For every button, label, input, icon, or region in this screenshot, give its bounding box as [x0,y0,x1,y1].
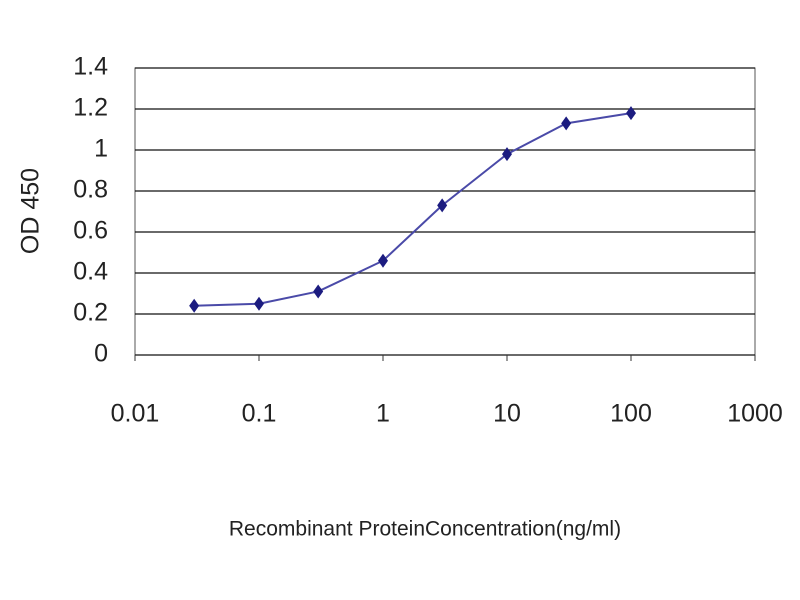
y-tick-label: 0.8 [73,176,108,204]
series-line [194,112,632,307]
x-tick-label: 0.1 [242,400,277,428]
data-point [561,116,572,131]
data-point [378,253,388,268]
y-tick-label: 0 [94,340,108,368]
x-tick-label: 100 [610,400,652,428]
plot-area [134,67,756,356]
y-tick-label: 1.2 [73,94,108,122]
data-point [313,284,324,299]
y-tick-label: 1.4 [73,53,108,81]
y-axis-label: OD 450 [17,168,45,254]
data-point [254,296,264,311]
y-tick-label: 0.6 [73,217,108,245]
data-point [626,106,636,121]
x-tick-label: 1 [376,400,390,428]
data-point [502,147,512,162]
y-tick-label: 0.2 [73,299,108,327]
x-axis-label: Recombinant ProteinConcentration(ng/ml) [229,518,621,541]
x-tick-label: 0.01 [111,400,160,428]
x-tick-label: 10 [493,400,521,428]
y-tick-label: 0.4 [73,258,108,286]
x-tick-label: 1000 [727,400,783,428]
y-tick-label: 1 [94,135,108,163]
data-point [437,198,448,213]
data-point [189,298,200,313]
